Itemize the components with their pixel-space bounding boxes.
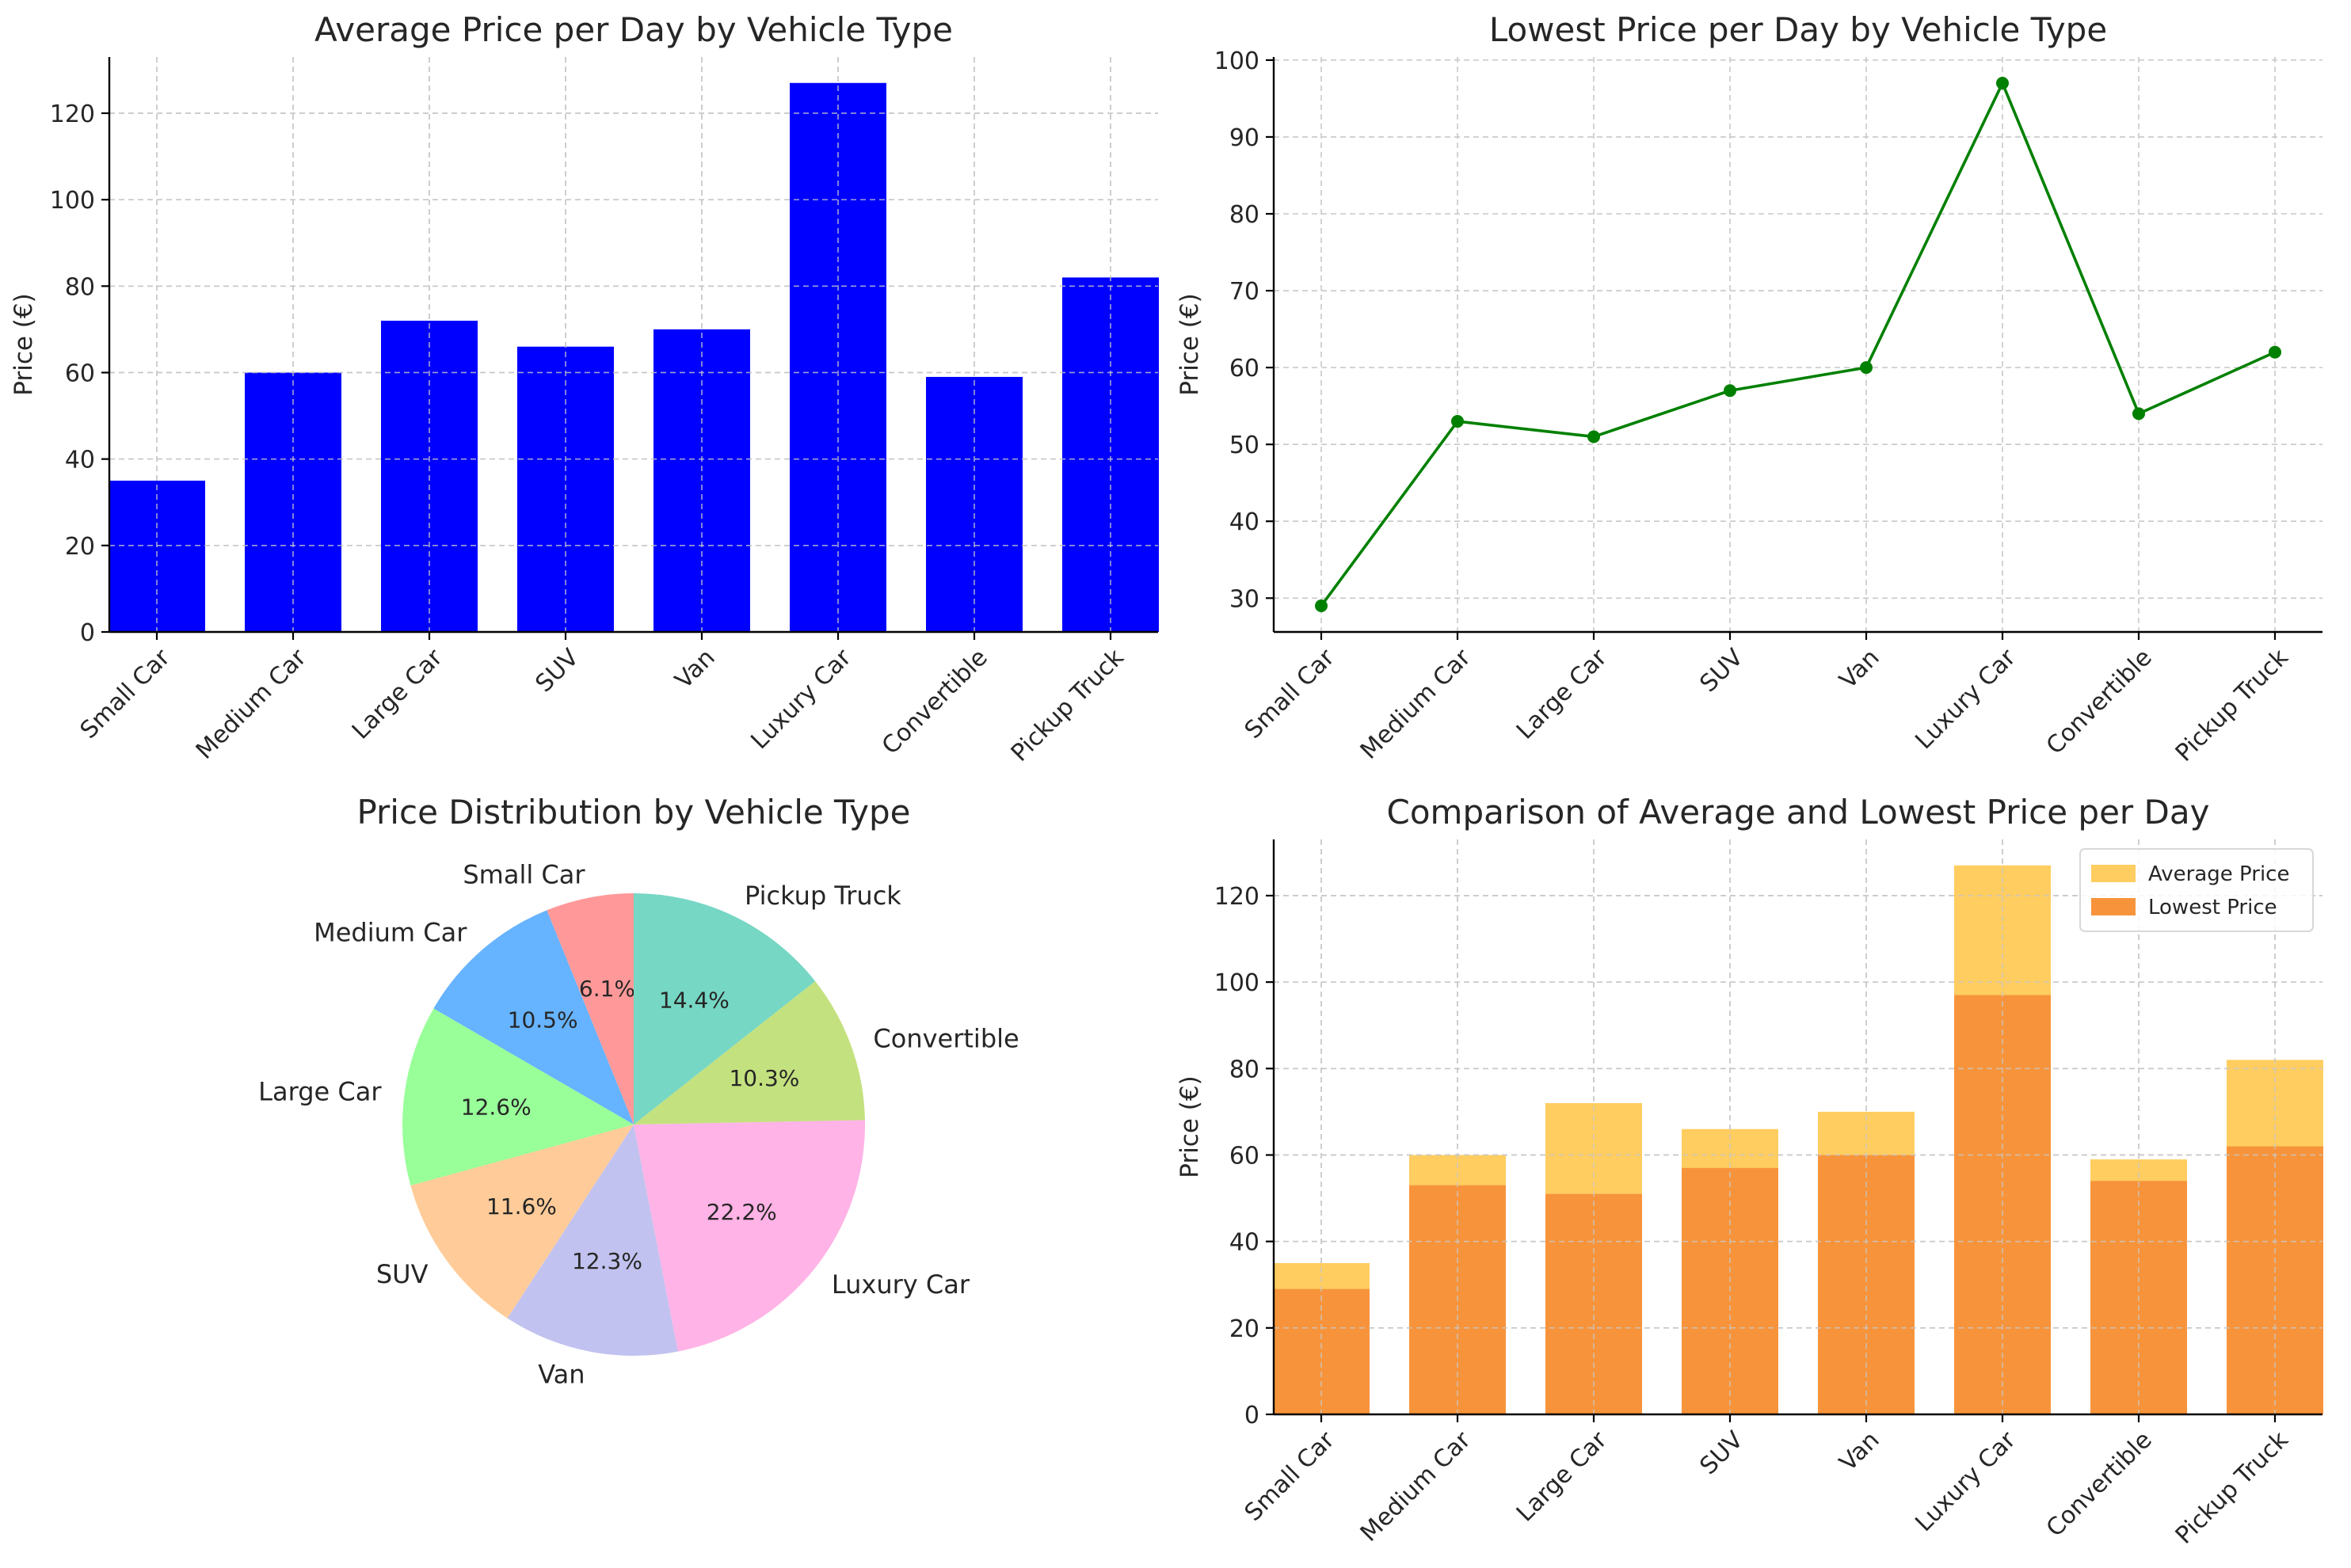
pie-slice <box>410 1125 634 1319</box>
legend-label: Average Price <box>2148 862 2289 886</box>
data-point <box>2269 345 2281 359</box>
slice-percent-label: 12.6% <box>461 1094 532 1120</box>
data-point <box>1451 415 1464 428</box>
y-tick-label: 40 <box>1229 1229 1259 1257</box>
y-tick-label: 0 <box>1244 1402 1259 1429</box>
chart-title: Price Distribution by Vehicle Type <box>356 793 910 832</box>
legend-box <box>2079 848 2314 932</box>
legend: Average Price Lowest Price <box>2079 848 2314 932</box>
y-tick-label: 0 <box>80 619 95 647</box>
bar <box>245 372 341 632</box>
y-tick-label: 80 <box>65 273 95 301</box>
pie-slice <box>634 1120 865 1352</box>
data-point <box>1860 361 1873 375</box>
y-tick-label: 80 <box>1229 1056 1259 1083</box>
y-tick-label: 40 <box>1229 508 1259 536</box>
slice-label: SUV <box>376 1259 429 1289</box>
y-tick-label: 120 <box>1214 883 1259 911</box>
y-tick-label: 60 <box>1229 1142 1259 1170</box>
y-tick-label: 80 <box>1229 201 1259 229</box>
data-point <box>1724 384 1736 398</box>
pie-slice <box>634 981 865 1125</box>
slice-percent-label: 12.3% <box>572 1248 642 1274</box>
y-axis-label: Price (€) <box>1176 1075 1204 1178</box>
y-axis-label: Price (€) <box>10 293 38 395</box>
pie-slice <box>402 1008 634 1186</box>
legend-swatch <box>2091 865 2136 882</box>
slice-label: Van <box>538 1359 585 1389</box>
y-tick-label: 90 <box>1229 124 1259 152</box>
y-tick-label: 70 <box>1229 278 1259 306</box>
data-point <box>2132 407 2145 421</box>
bar-lowest <box>1818 1155 1915 1414</box>
data-point <box>1315 599 1328 612</box>
y-tick-label: 30 <box>1229 585 1259 613</box>
chart-title: Lowest Price per Day by Vehicle Type <box>1489 10 2107 49</box>
y-tick-label: 100 <box>1214 48 1259 75</box>
legend-swatch <box>2091 898 2136 915</box>
y-tick-label: 50 <box>1229 432 1259 459</box>
slice-percent-label: 11.6% <box>486 1193 557 1220</box>
slice-label: Luxury Car <box>832 1269 970 1300</box>
slice-percent-label: 6.1% <box>579 976 635 1002</box>
series-line <box>1320 82 2276 607</box>
price-distribution-pie-chart: 6.1% Small Car 10.5% Medium Car 12.6% Large C… <box>258 793 1019 1389</box>
slice-label: Convertible <box>873 1024 1019 1054</box>
chart-title: Comparison of Average and Lowest Price p… <box>1387 793 2210 832</box>
chart-title: Average Price per Day by Vehicle Type <box>314 10 953 49</box>
slice-label: Small Car <box>463 860 585 890</box>
slice-label: Pickup Truck <box>745 881 901 911</box>
y-tick-label: 100 <box>50 187 95 215</box>
y-tick-label: 20 <box>65 533 95 561</box>
y-tick-label: 60 <box>1229 355 1259 382</box>
slice-percent-label: 14.4% <box>659 987 730 1013</box>
y-tick-label: 60 <box>65 360 95 387</box>
data-point <box>1587 430 1600 443</box>
pie-slice <box>433 910 634 1125</box>
slice-label: Medium Car <box>314 918 467 948</box>
y-tick-label: 100 <box>1214 969 1259 997</box>
slice-label: Large Car <box>258 1077 382 1107</box>
pie-slice <box>507 1125 678 1356</box>
data-point <box>1996 77 2009 89</box>
y-tick-label: 20 <box>1229 1315 1259 1343</box>
pie-slice <box>634 893 816 1125</box>
slice-percent-label: 10.5% <box>508 1007 578 1033</box>
slice-percent-label: 22.2% <box>707 1199 777 1225</box>
pie-slice <box>547 893 634 1125</box>
legend-label: Lowest Price <box>2148 896 2277 919</box>
y-axis-label: Price (€) <box>1176 293 1204 395</box>
slice-percent-label: 10.3% <box>729 1065 799 1091</box>
y-tick-label: 40 <box>65 447 95 474</box>
y-tick-label: 120 <box>50 101 95 128</box>
bar <box>1062 277 1159 632</box>
